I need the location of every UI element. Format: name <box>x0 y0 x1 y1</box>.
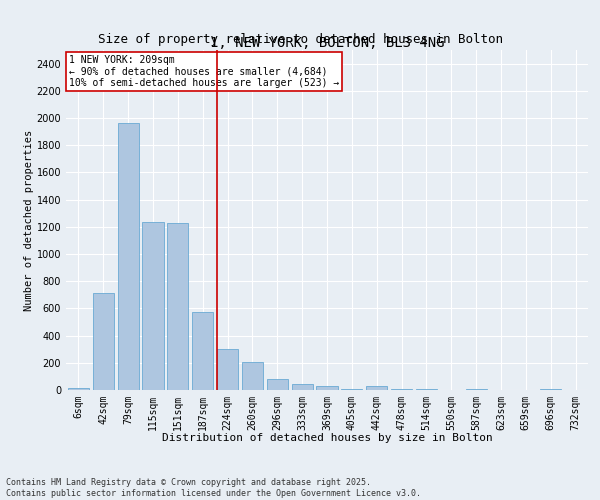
Bar <box>192 312 213 390</box>
Bar <box>366 386 387 390</box>
Bar <box>341 388 362 390</box>
Y-axis label: Number of detached properties: Number of detached properties <box>23 130 34 310</box>
Text: 1 NEW YORK: 209sqm
← 90% of detached houses are smaller (4,684)
10% of semi-deta: 1 NEW YORK: 209sqm ← 90% of detached hou… <box>68 55 339 88</box>
Bar <box>167 222 188 390</box>
Bar <box>118 124 139 390</box>
Title: 1, NEW YORK, BOLTON, BL3 4NG: 1, NEW YORK, BOLTON, BL3 4NG <box>210 36 444 50</box>
Bar <box>316 386 338 390</box>
Bar <box>142 222 164 390</box>
Bar <box>217 348 238 390</box>
Bar <box>292 384 313 390</box>
Bar <box>68 388 89 390</box>
Text: Size of property relative to detached houses in Bolton: Size of property relative to detached ho… <box>97 32 503 46</box>
Bar <box>267 379 288 390</box>
Bar <box>242 362 263 390</box>
Bar <box>93 294 114 390</box>
X-axis label: Distribution of detached houses by size in Bolton: Distribution of detached houses by size … <box>161 433 493 443</box>
Text: Contains HM Land Registry data © Crown copyright and database right 2025.
Contai: Contains HM Land Registry data © Crown c… <box>6 478 421 498</box>
